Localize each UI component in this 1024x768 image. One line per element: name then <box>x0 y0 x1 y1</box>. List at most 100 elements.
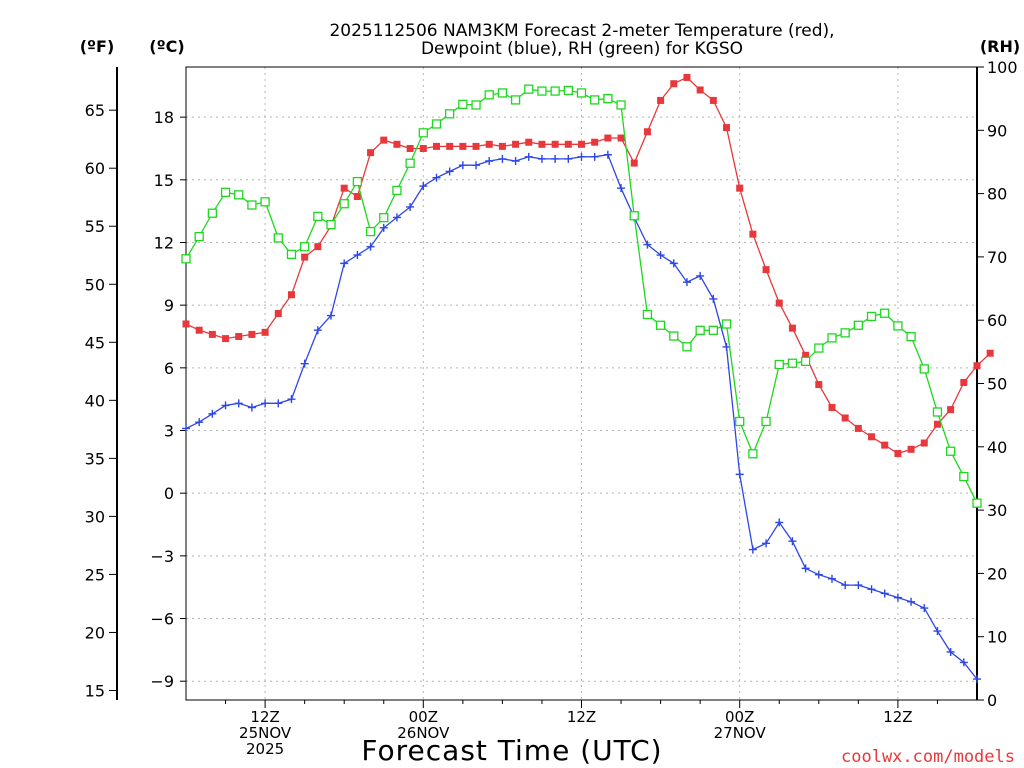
data-point <box>709 294 718 303</box>
rh-tick-label: 100 <box>987 58 1018 77</box>
rh-tick-label: 90 <box>987 121 1007 140</box>
data-point <box>973 362 981 370</box>
data-point <box>736 184 744 192</box>
x-tick-label: 12Z <box>250 708 279 726</box>
rh-tick-label: 0 <box>987 691 997 710</box>
fahrenheit-tick-label: 30 <box>85 507 105 526</box>
data-point <box>762 539 771 548</box>
data-point <box>194 231 204 242</box>
data-point <box>642 309 653 320</box>
data-point <box>392 185 402 196</box>
data-point <box>220 187 231 197</box>
data-point <box>854 424 862 432</box>
data-point <box>286 249 297 260</box>
data-point <box>446 142 454 150</box>
data-point <box>603 150 612 159</box>
data-point <box>208 330 216 338</box>
data-point <box>405 158 415 168</box>
x-tick-label: 27NOV <box>714 724 767 742</box>
data-point <box>920 439 928 447</box>
data-point <box>181 254 191 264</box>
data-point <box>630 159 638 167</box>
data-point <box>578 140 585 148</box>
data-point <box>406 144 414 152</box>
data-point <box>947 406 955 414</box>
gridlines <box>186 67 977 700</box>
celsius-tick-label: 12 <box>154 233 174 252</box>
x-tick-label: 12Z <box>567 708 596 726</box>
x-tick-label: 00Z <box>409 708 438 726</box>
data-point <box>775 299 783 307</box>
data-point <box>512 140 520 148</box>
data-point <box>788 537 797 546</box>
plot-frame <box>185 66 978 701</box>
data-point <box>327 311 336 320</box>
data-point <box>762 266 770 274</box>
data-point <box>195 418 204 427</box>
data-point <box>379 213 389 223</box>
fahrenheit-unit-label: (ºF) <box>80 37 115 56</box>
data-point <box>657 96 665 104</box>
data-point <box>485 157 494 166</box>
data-point <box>696 271 705 280</box>
data-point <box>498 154 507 163</box>
x-tick-label: 2025 <box>246 740 284 758</box>
data-point <box>458 161 467 170</box>
rh-tick-label: 10 <box>987 628 1007 647</box>
rh-tick-label: 20 <box>987 564 1007 583</box>
data-point <box>959 471 969 482</box>
data-point <box>880 589 889 598</box>
data-point <box>735 416 745 427</box>
fahrenheit-tick-label: 55 <box>85 217 105 236</box>
x-tick-label: 12Z <box>883 708 912 726</box>
data-point <box>815 381 823 389</box>
data-point <box>432 142 440 150</box>
data-point <box>445 109 455 119</box>
data-point <box>866 311 877 322</box>
data-point <box>709 96 717 104</box>
celsius-tick-label: −6 <box>150 610 174 629</box>
axes: 1520253035404550556065−9−6−3036912151801… <box>85 58 1018 758</box>
series-2-meter-temperature <box>182 73 994 457</box>
data-point <box>695 325 705 335</box>
celsius-tick-label: 15 <box>154 171 174 190</box>
data-point <box>379 223 388 232</box>
fahrenheit-tick-label: 15 <box>85 681 105 700</box>
data-point <box>365 226 376 237</box>
data-point <box>867 585 876 594</box>
data-point <box>616 100 626 110</box>
data-point <box>972 498 982 508</box>
x-tick-label: 26NOV <box>397 724 450 742</box>
data-point <box>880 308 890 318</box>
celsius-tick-label: −3 <box>150 547 174 566</box>
data-point <box>339 199 349 209</box>
data-point <box>195 326 203 334</box>
data-point <box>643 240 652 249</box>
data-point <box>656 251 665 260</box>
data-point <box>472 142 480 150</box>
data-point <box>510 95 521 105</box>
data-point <box>353 193 361 201</box>
data-point <box>235 332 243 340</box>
data-point <box>959 658 968 667</box>
data-point <box>696 86 704 94</box>
data-point <box>683 73 691 81</box>
rh-tick-label: 70 <box>987 248 1007 267</box>
series-dewpoint <box>182 150 981 684</box>
data-point <box>827 333 837 343</box>
data-point <box>868 433 876 441</box>
data-point <box>472 161 481 170</box>
fahrenheit-tick-label: 25 <box>85 565 105 584</box>
rh-tick-label: 40 <box>987 438 1007 457</box>
celsius-tick-label: 9 <box>164 296 174 315</box>
data-point <box>314 243 322 251</box>
data-point <box>591 138 599 146</box>
x-tick-label: 00Z <box>725 708 754 726</box>
fahrenheit-tick-label: 50 <box>85 275 105 294</box>
data-point <box>802 351 810 359</box>
data-point <box>669 331 679 341</box>
data-point <box>234 399 243 408</box>
data-point <box>274 399 283 408</box>
data-point <box>881 441 889 449</box>
data-point <box>735 470 744 479</box>
